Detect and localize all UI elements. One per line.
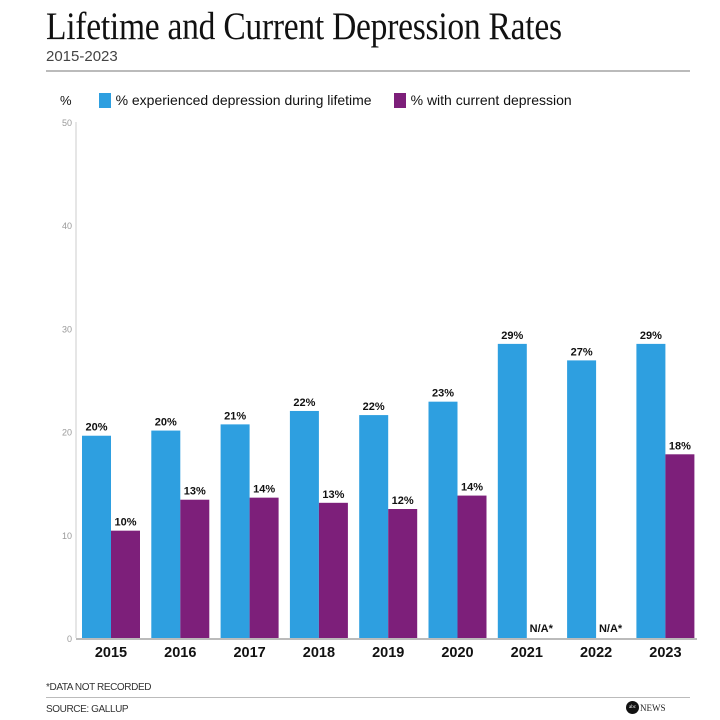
y-axis-unit: % bbox=[60, 92, 72, 108]
bar-current-2015 bbox=[111, 530, 140, 638]
bar-lifetime-2018 bbox=[289, 410, 319, 638]
bar-current-2020 bbox=[457, 495, 487, 638]
bar-lifetime-2019 bbox=[359, 415, 389, 638]
bar-lifetime-2017 bbox=[220, 424, 250, 638]
x-tick-label: 2018 bbox=[303, 645, 335, 661]
x-tick-label: 2017 bbox=[233, 645, 265, 661]
x-tick-label: 2015 bbox=[95, 645, 127, 661]
x-tick-label: 2019 bbox=[372, 645, 404, 661]
y-tick-label: 30 bbox=[62, 324, 72, 334]
data-label: 22% bbox=[363, 401, 385, 413]
legend-swatch-current bbox=[393, 92, 406, 108]
bar-lifetime-2015 bbox=[82, 435, 111, 638]
y-tick-label: 50 bbox=[62, 118, 72, 128]
bar-current-2017 bbox=[249, 497, 279, 638]
x-tick-label: 2022 bbox=[580, 645, 612, 661]
data-label: 14% bbox=[461, 482, 483, 494]
data-label: 22% bbox=[293, 397, 315, 409]
legend-swatch-lifetime bbox=[98, 92, 111, 108]
data-label: 20% bbox=[155, 417, 177, 429]
bar-current-2023 bbox=[665, 454, 695, 638]
bar-lifetime-2020 bbox=[428, 401, 458, 638]
data-label: 27% bbox=[571, 346, 593, 358]
legend: % % experienced depression during lifeti… bbox=[60, 92, 572, 108]
bar-current-2019 bbox=[388, 509, 418, 638]
x-tick-label: 2021 bbox=[511, 645, 543, 661]
y-tick-label: 0 bbox=[67, 634, 72, 644]
y-tick-label: 20 bbox=[62, 428, 72, 438]
x-tick-label: 2020 bbox=[441, 645, 473, 661]
y-tick-label: 40 bbox=[62, 221, 72, 231]
y-tick-label: 10 bbox=[62, 531, 72, 541]
data-label: 29% bbox=[640, 330, 662, 342]
bar-lifetime-2016 bbox=[151, 430, 181, 638]
data-label: 23% bbox=[432, 388, 454, 400]
bar-current-2018 bbox=[318, 502, 348, 638]
legend-label-current: % with current depression bbox=[410, 92, 572, 108]
data-label: 21% bbox=[224, 410, 246, 422]
abc-news-logo: abc NEWS bbox=[626, 701, 666, 714]
bar-current-2016 bbox=[180, 499, 210, 638]
x-tick-label: 2023 bbox=[649, 645, 681, 661]
chart-subtitle: 2015-2023 bbox=[46, 48, 118, 65]
title-divider bbox=[46, 70, 690, 72]
data-label: 14% bbox=[253, 484, 275, 496]
bar-chart: 0 10 20 30 40 50 20% 10% 2015 20% 13% 2016 21% 14% 201… bbox=[62, 118, 697, 661]
data-label: 13% bbox=[184, 486, 206, 498]
data-label: 12% bbox=[392, 495, 414, 507]
data-label: 10% bbox=[114, 517, 136, 529]
footnote: *DATA NOT RECORDED bbox=[46, 682, 152, 693]
data-label: 29% bbox=[501, 330, 523, 342]
data-label: 20% bbox=[85, 422, 107, 434]
bar-lifetime-2023 bbox=[636, 343, 666, 638]
data-label: N/A* bbox=[599, 623, 623, 635]
chart-title: Lifetime and Current Depression Rates bbox=[46, 5, 562, 48]
data-label: 13% bbox=[322, 489, 344, 501]
bar-lifetime-2022 bbox=[567, 360, 597, 638]
footer-divider bbox=[46, 697, 690, 698]
data-label: 18% bbox=[669, 440, 691, 452]
x-tick-label: 2016 bbox=[164, 645, 196, 661]
legend-label-lifetime: % experienced depression during lifetime bbox=[115, 92, 372, 108]
bar-lifetime-2021 bbox=[497, 343, 527, 638]
data-label: N/A* bbox=[530, 623, 554, 635]
source: SOURCE: GALLUP bbox=[46, 704, 129, 715]
